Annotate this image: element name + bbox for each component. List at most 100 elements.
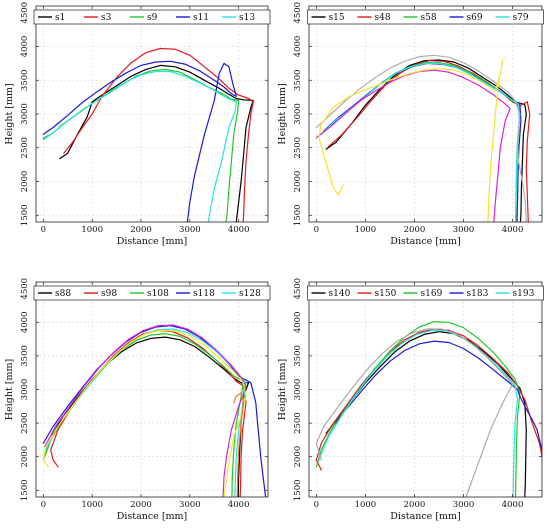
series-line-s150 — [315, 328, 542, 471]
y-tick-label: 3500 — [20, 345, 30, 367]
series-line-s169 — [315, 321, 521, 497]
y-tick-label: 3000 — [293, 103, 303, 125]
series-line-unlabeled — [315, 328, 514, 497]
series-line-s48 — [328, 60, 531, 222]
legend: s15 s48 s58 s69 s79 — [307, 9, 544, 25]
x-tick-label: 0 — [41, 500, 46, 510]
chart-panel-2: 0 1000 2000 3000 4000 1500 2000 2500 3000 3500 400… — [277, 2, 544, 247]
y-tick-label: 4500 — [293, 278, 303, 300]
legend-label-s69: s69 — [467, 13, 483, 23]
legend-label-s9: s9 — [147, 13, 158, 23]
x-tick-label: 3000 — [179, 225, 201, 235]
y-tick-label: 4500 — [20, 2, 30, 24]
series-line-unlabeled — [44, 324, 247, 497]
x-tick-label: 3000 — [453, 225, 475, 235]
y-tick-label: 2000 — [293, 171, 303, 193]
legend-label-s150: s150 — [375, 289, 397, 299]
x-tick-label: 4000 — [228, 225, 250, 235]
y-tick-label: 2000 — [20, 171, 30, 193]
legend-label-s58: s58 — [421, 13, 437, 23]
x-tick-label: 4000 — [228, 500, 250, 510]
series-line-s3 — [63, 47, 254, 222]
x-axis-label: Distance [mm] — [390, 511, 461, 522]
series-line-s193 — [318, 329, 519, 497]
legend-label-s128: s128 — [239, 289, 261, 299]
series-line-s128 — [45, 328, 247, 497]
legend-label-s169: s169 — [421, 289, 443, 299]
legend-label-s1: s1 — [55, 13, 65, 23]
y-tick-label: 3500 — [20, 69, 30, 91]
y-tick-label: 1500 — [293, 204, 303, 226]
legend-label-s13: s13 — [239, 13, 255, 23]
y-tick-label: 3500 — [293, 345, 303, 367]
legend-label-s79: s79 — [513, 13, 529, 23]
series-line-s1 — [59, 64, 254, 222]
x-tick-label: 4000 — [502, 225, 524, 235]
legend-box — [33, 285, 271, 301]
x-tick-label: 2000 — [404, 500, 426, 510]
y-tick-label: 3000 — [293, 379, 303, 401]
series-line-s11 — [42, 60, 237, 222]
y-tick-label: 3000 — [20, 379, 30, 401]
y-tick-label: 3500 — [293, 69, 303, 91]
legend: s88 s98 s108 s118 s128 — [33, 285, 271, 301]
x-tick-label: 2000 — [404, 225, 426, 235]
legend-label-s15: s15 — [329, 13, 345, 23]
legend-label-s88: s88 — [55, 289, 71, 299]
y-tick-label: 2500 — [20, 137, 30, 159]
chart-panel-3: 0 1000 2000 3000 4000 1500 2000 2500 3000 3500 400… — [4, 278, 271, 522]
x-tick-label: 2000 — [130, 500, 152, 510]
x-axis-label: Distance [mm] — [390, 236, 461, 247]
y-tick-label: 2500 — [293, 137, 303, 159]
y-tick-label: 4500 — [20, 278, 30, 300]
legend-label-s193: s193 — [513, 289, 535, 299]
x-tick-label: 3000 — [453, 500, 475, 510]
legend-label-s140: s140 — [329, 289, 351, 299]
x-tick-label: 1000 — [355, 500, 377, 510]
y-tick-label: 4000 — [293, 311, 303, 333]
series-line-s13 — [42, 70, 237, 222]
y-tick-label: 2000 — [293, 446, 303, 468]
series-line-s183 — [335, 340, 542, 451]
chart-panel-1: 0 1000 2000 3000 4000 1500 2000 2500 3000 3500 400… — [4, 2, 271, 247]
x-tick-label: 1000 — [81, 225, 103, 235]
y-tick-label: 1500 — [20, 204, 30, 226]
legend-box — [33, 9, 271, 25]
series-line-s118 — [42, 325, 267, 497]
y-tick-label: 4000 — [20, 36, 30, 58]
y-tick-label: 2000 — [20, 446, 30, 468]
y-tick-label: 3000 — [20, 103, 30, 125]
y-tick-label: 4500 — [293, 2, 303, 24]
legend-label-s48: s48 — [375, 13, 391, 23]
y-tick-label: 1500 — [293, 479, 303, 501]
series-line-unlabeled — [315, 69, 511, 222]
x-tick-label: 1000 — [355, 225, 377, 235]
y-tick-label: 1500 — [20, 479, 30, 501]
x-tick-label: 0 — [41, 225, 46, 235]
series-group — [315, 321, 542, 497]
series-line-s15 — [325, 59, 527, 222]
x-tick-label: 4000 — [502, 500, 524, 510]
x-tick-label: 3000 — [179, 500, 201, 510]
series-group — [315, 54, 531, 222]
x-tick-label: 0 — [314, 225, 319, 235]
y-tick-label: 4000 — [293, 36, 303, 58]
series-group — [42, 324, 267, 497]
y-tick-label: 4000 — [20, 311, 30, 333]
chart-panel-4: 0 1000 2000 3000 4000 1500 2000 2500 3000 3500 400… — [277, 278, 544, 522]
legend-label-s108: s108 — [147, 289, 169, 299]
y-axis-label: Height [mm] — [4, 83, 15, 144]
legend-label-s183: s183 — [467, 289, 489, 299]
y-axis-label: Height [mm] — [4, 359, 15, 420]
y-tick-label: 2500 — [293, 412, 303, 434]
series-line-unlabeled — [318, 59, 504, 222]
legend-label-s11: s11 — [193, 13, 209, 23]
series-line-unlabeled — [233, 392, 245, 497]
legend-label-s118: s118 — [193, 289, 215, 299]
series-line-unlabeled — [42, 329, 247, 497]
y-axis-label: Height [mm] — [277, 83, 288, 144]
legend-label-s98: s98 — [101, 289, 117, 299]
x-tick-label: 1000 — [81, 500, 103, 510]
x-tick-label: 0 — [314, 500, 319, 510]
